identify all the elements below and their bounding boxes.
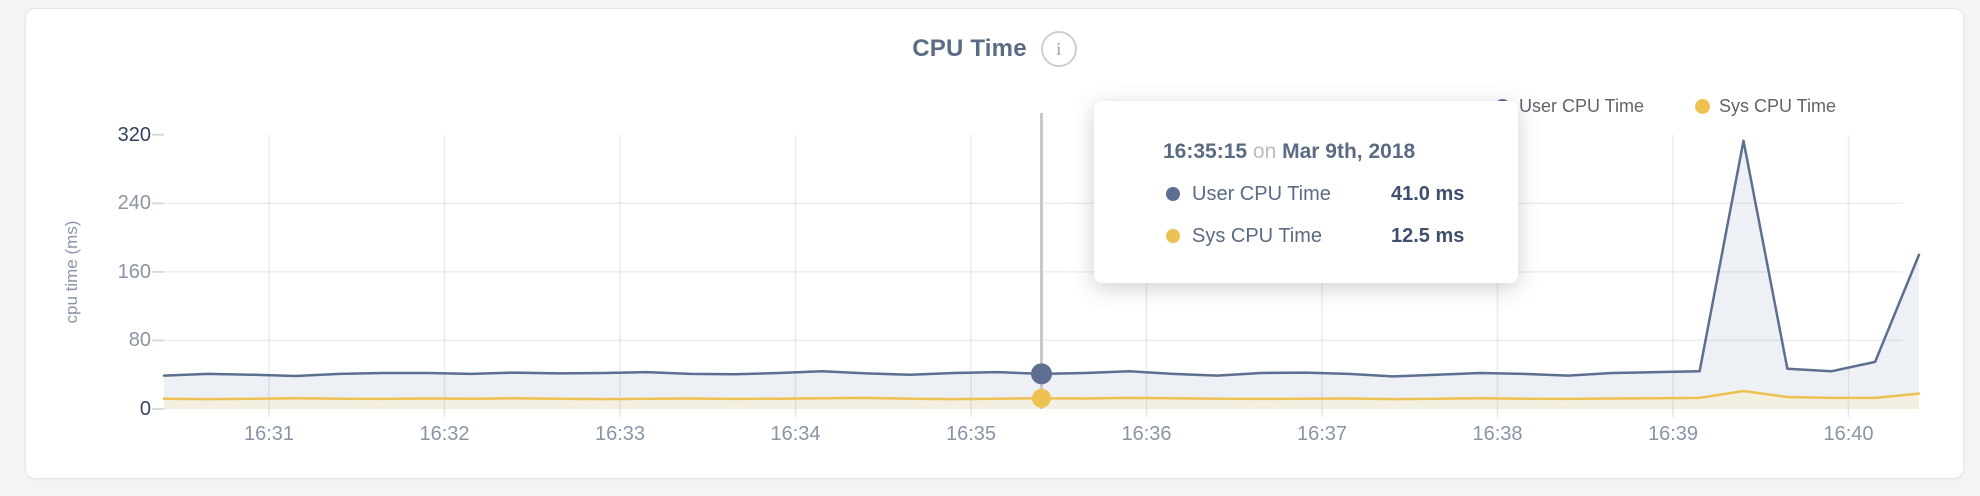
tooltip-date: Mar 9th, 2018 xyxy=(1282,140,1416,163)
tooltip-header: 16:35:15 on Mar 9th, 2018 xyxy=(1136,137,1518,167)
y-axis-title: cpu time (ms) xyxy=(62,220,81,324)
legend-label-sys: Sys CPU Time xyxy=(1719,95,1837,116)
tooltip-user-value: 41.0 ms xyxy=(1391,182,1465,205)
x-tick-label-16:39: 16:39 xyxy=(1647,423,1699,445)
tooltip-user-dot xyxy=(1166,187,1180,201)
chart-card: CPU Time i User CPU Time Sys CPU Time 32… xyxy=(25,8,1964,479)
legend-item-sys-cpu-time[interactable]: Sys CPU Time xyxy=(1695,95,1836,117)
y-tick-label-320: 320 xyxy=(117,123,151,146)
x-tick-label-16:33: 16:33 xyxy=(594,423,646,445)
y-tick-label-240: 240 xyxy=(117,192,151,215)
hover-dot-sys xyxy=(1032,388,1051,408)
chart-tooltip: 16:35:15 on Mar 9th, 2018 User CPU Time … xyxy=(1094,101,1518,283)
hover-dot-user xyxy=(1031,363,1052,385)
tooltip-sys-value: 12.5 ms xyxy=(1391,224,1465,247)
x-tick-label-16:38: 16:38 xyxy=(1472,423,1523,445)
x-tick-label-16:37: 16:37 xyxy=(1296,423,1348,445)
x-tick-label-16:34: 16:34 xyxy=(770,423,821,445)
tooltip-sys-dot xyxy=(1166,229,1180,243)
tooltip-sys-label: Sys CPU Time xyxy=(1192,224,1323,247)
tooltip-time: 16:35:15 xyxy=(1163,140,1248,163)
x-tick-label-16:35: 16:35 xyxy=(945,423,997,445)
cpu-time-chart[interactable] xyxy=(26,9,1963,478)
y-tick-label-0: 0 xyxy=(139,398,151,420)
user-cpu-area xyxy=(164,140,1919,409)
x-tick-label-16:32: 16:32 xyxy=(419,423,470,445)
chart-header: CPU Time i xyxy=(26,31,1963,67)
sys-series-swatch xyxy=(1695,98,1710,114)
tooltip-row-user: User CPU Time 41.0 ms xyxy=(1136,179,1518,209)
chart-title: CPU Time xyxy=(912,35,1027,62)
tooltip-user-label: User CPU Time xyxy=(1192,182,1331,205)
legend-label-user: User CPU Time xyxy=(1519,95,1645,116)
y-tick-label-160: 160 xyxy=(117,260,151,283)
y-tick-label-80: 80 xyxy=(128,329,151,352)
x-tick-label-16:36: 16:36 xyxy=(1121,423,1172,445)
info-icon[interactable]: i xyxy=(1040,31,1077,67)
x-tick-label-16:40: 16:40 xyxy=(1823,423,1874,445)
x-tick-label-16:31: 16:31 xyxy=(243,423,295,445)
tooltip-connector: on xyxy=(1252,140,1277,163)
tooltip-row-sys: Sys CPU Time 12.5 ms xyxy=(1136,221,1518,251)
